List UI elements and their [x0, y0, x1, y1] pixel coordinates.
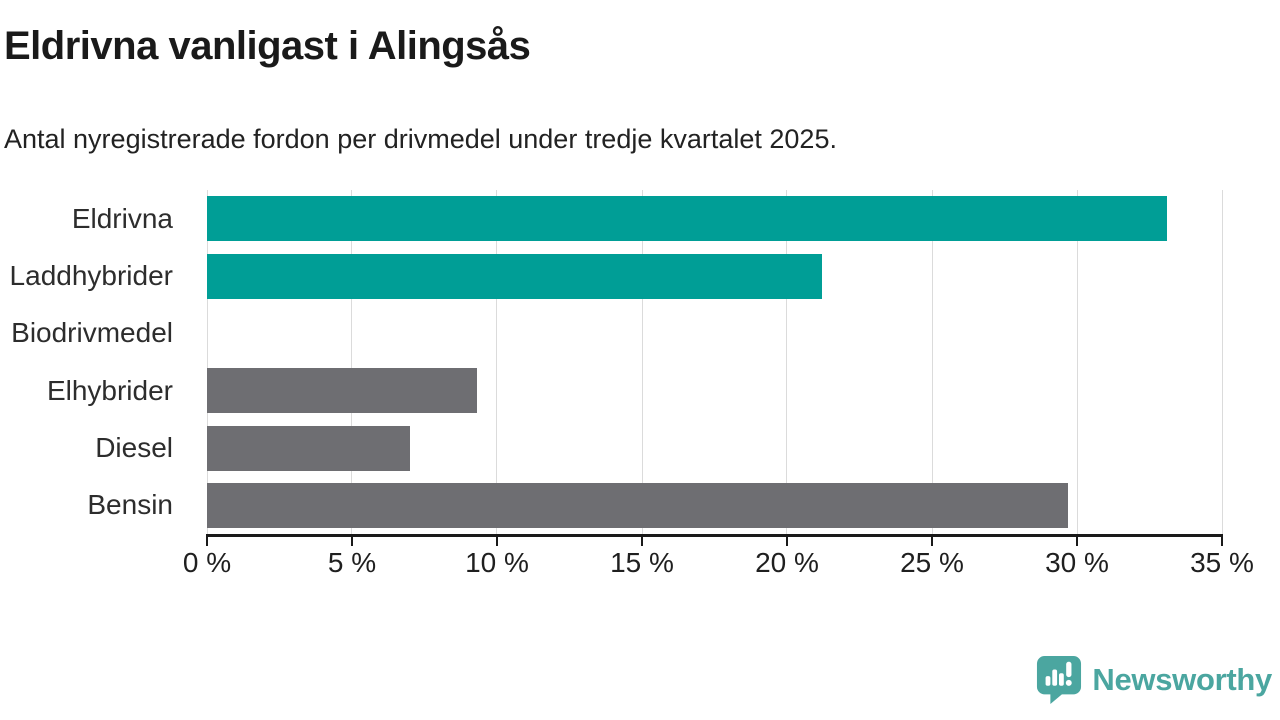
tick-mark-35: [1221, 537, 1223, 546]
logo-exclamation-stem: [1066, 661, 1072, 678]
category-label-eldrivna: Eldrivna: [71, 202, 173, 234]
tick-mark-15: [641, 537, 643, 546]
category-label-bensin: Bensin: [87, 489, 173, 521]
x-axis-line: [206, 534, 1223, 537]
tick-mark-5: [350, 537, 353, 546]
logo-exclamation-dot: [1066, 679, 1073, 686]
newsworthy-wordmark: Newsworthy: [1092, 661, 1272, 697]
tick-mark-0: [206, 537, 208, 546]
tick-label-5: 5 %: [327, 547, 377, 578]
tick-mark-10: [495, 537, 498, 546]
tick-label-20: 20 %: [755, 547, 819, 578]
logo-bar-medium: [1059, 673, 1065, 686]
x-axis-labels: 0 % 5 % 10 % 15 % 20 % 25 % 30 % 35 %: [183, 547, 1254, 581]
chart-subtitle: Antal nyregistrerade fordon per drivmede…: [4, 124, 837, 154]
bar-laddhybrider: [207, 253, 822, 299]
tick-mark-25: [931, 537, 933, 546]
bar-eldrivna: [207, 196, 1167, 242]
tick-mark-20: [785, 537, 788, 546]
tick-label-15: 15 %: [610, 547, 674, 578]
gridline-20: [786, 190, 788, 534]
category-label-biodrivmedel: Biodrivmedel: [11, 317, 173, 349]
gridline-30: [1076, 190, 1078, 534]
newsworthy-bar-chart-bubble-icon: [1037, 656, 1082, 704]
logo-bar-small: [1045, 676, 1051, 686]
gridline-25: [931, 190, 933, 534]
tick-label-35: 35 %: [1190, 547, 1254, 578]
category-label-laddhybrider: Laddhybrider: [9, 260, 173, 291]
y-axis-labels: Eldrivna Laddhybrider Biodrivmedel Elhybrid…: [0, 190, 190, 534]
gridline-5: [351, 190, 353, 534]
bar-bensin: [207, 482, 1069, 528]
category-label-elhybrider: Elhybrider: [46, 374, 173, 406]
gridline-15: [641, 190, 643, 534]
tick-mark-30: [1076, 537, 1078, 546]
gridline-0: [206, 190, 208, 534]
tick-label-10: 10 %: [465, 547, 529, 578]
chart-title: Eldrivna vanligast i Alingsås: [4, 24, 531, 68]
tick-label-25: 25 %: [900, 547, 964, 578]
plot-area: [206, 190, 1223, 546]
newsworthy-logo: Newsworthy: [1036, 655, 1272, 704]
logo-bar-tall: [1052, 669, 1058, 686]
tick-label-0: 0 %: [182, 547, 232, 578]
gridline-10: [496, 190, 498, 534]
tick-label-30: 30 %: [1045, 547, 1109, 578]
bar-diesel: [207, 425, 410, 471]
gridline-35: [1221, 190, 1223, 534]
category-label-diesel: Diesel: [95, 432, 173, 463]
bar-elhybrider: [207, 368, 477, 414]
